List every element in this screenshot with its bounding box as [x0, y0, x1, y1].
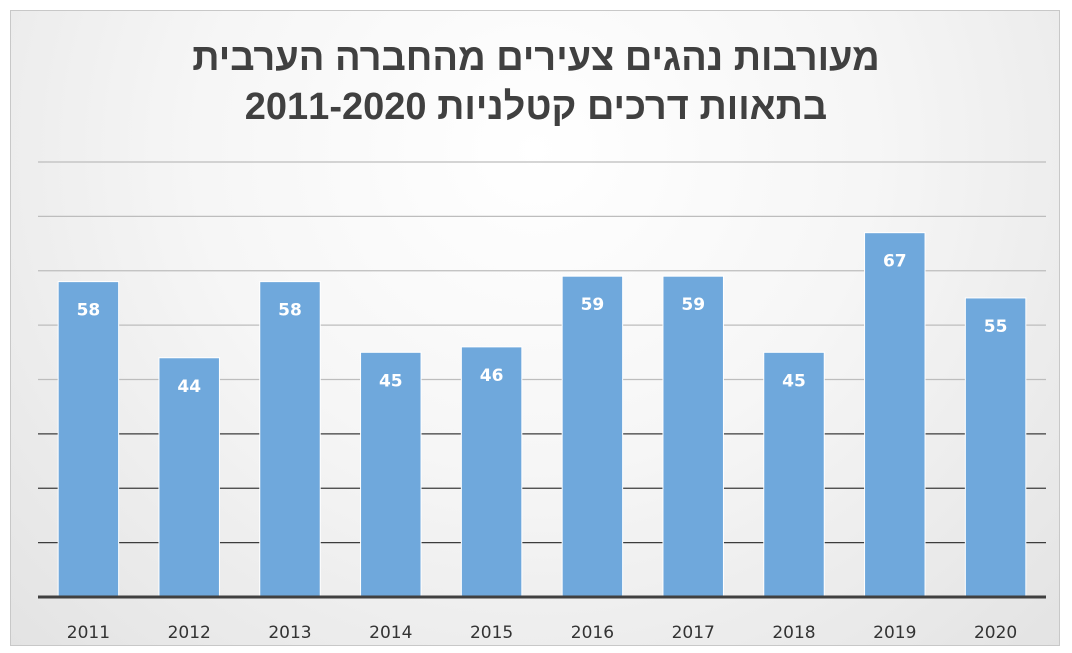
x-tick-label: 2012 — [168, 623, 211, 643]
bar — [57, 281, 120, 598]
x-tick-label: 2015 — [470, 623, 513, 643]
x-tick-label: 2011 — [67, 623, 110, 643]
data-label: 59 — [681, 295, 705, 315]
x-tick-label: 2018 — [772, 623, 815, 643]
bar — [864, 232, 926, 598]
bar — [259, 281, 321, 598]
chart-title-line-2: בתאוות דרכים קטלניות 2011-2020 — [244, 86, 828, 128]
data-label: 59 — [581, 295, 605, 315]
data-label: 55 — [984, 317, 1008, 337]
bar — [360, 351, 422, 598]
bar — [561, 275, 624, 598]
x-tick-label: 2017 — [672, 623, 715, 643]
bars: 58 44 58 45 46 59 59 45 67 55 — [57, 232, 1027, 598]
x-axis: 2011 2012 2013 2014 2015 2016 2017 2018 2019 2020 — [38, 595, 1046, 643]
x-tick-label: 2013 — [268, 623, 311, 643]
x-tick-label: 2019 — [873, 623, 916, 643]
bar — [763, 351, 825, 598]
x-tick-label: 2020 — [974, 623, 1017, 643]
data-label: 58 — [77, 301, 101, 321]
bar — [158, 357, 220, 598]
data-label: 45 — [379, 371, 403, 391]
chart-title-line-1: מעורבות נהגים צעירים מהחברה הערבית — [192, 37, 880, 79]
data-label: 44 — [177, 377, 201, 397]
chart-title: מעורבות נהגים צעירים מהחברה הערבית בתאוו… — [0, 34, 1072, 132]
bar — [460, 346, 523, 598]
data-label: 46 — [480, 366, 504, 386]
x-tick-label: 2016 — [571, 623, 614, 643]
x-tick-label: 2014 — [369, 623, 412, 643]
bar — [964, 297, 1027, 598]
data-label: 45 — [782, 371, 806, 391]
bar — [662, 275, 724, 598]
data-label: 67 — [883, 252, 907, 272]
data-label: 58 — [278, 301, 302, 321]
